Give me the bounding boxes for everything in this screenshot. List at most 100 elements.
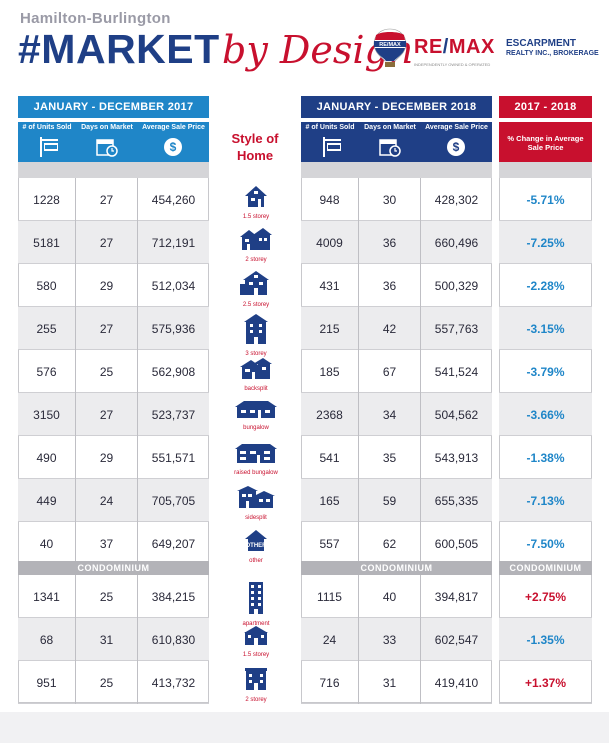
style-of-home-cell: 2 storey: [225, 227, 287, 263]
units-sold-2017: 40: [18, 522, 76, 565]
style-of-home-cell: 3 storey: [225, 313, 287, 357]
condominium-band-2018: CONDOMINIUM: [301, 561, 492, 575]
days-on-market-2017: 25: [76, 575, 138, 618]
style-label: bungalow: [243, 425, 269, 431]
pct-change: +2.75%: [524, 589, 567, 604]
row-background: [301, 221, 492, 264]
pct-change: -3.15%: [526, 321, 565, 336]
days-on-market-2018: 35: [359, 436, 421, 479]
style-of-home-cell: OTHER other: [225, 528, 287, 564]
apartment-icon: [246, 581, 266, 620]
row-background: [18, 436, 209, 479]
style-of-home-cell: backsplit: [225, 356, 287, 392]
units-sold-2018: 541: [301, 436, 359, 479]
avg-price-2018: 543,913: [434, 450, 479, 465]
units-sold-2017: 951: [18, 661, 76, 704]
days-on-market-2017: 29: [76, 264, 138, 307]
house-2-storey-icon: [239, 227, 273, 256]
units-sold-2018: 431: [301, 264, 359, 307]
days-on-market-2017: 25: [76, 350, 138, 393]
table-2018-outline: [301, 178, 492, 703]
row-background: [499, 661, 592, 704]
style-of-home-header: Style of Home: [231, 131, 279, 163]
remax-slash: /: [442, 36, 449, 58]
units-sold-2018: 948: [301, 178, 359, 221]
avg-price-2018: 541,524: [434, 364, 479, 379]
units-sold-header: # of Units Sold: [305, 124, 355, 131]
avg-price-2017: 512,034: [151, 278, 196, 293]
units-sold-2017: 255: [18, 307, 76, 350]
style-label: 2 storey: [245, 697, 267, 703]
pct-change-header: % Change in Average Sale Price: [507, 134, 584, 152]
style-label: 2.5 storey: [242, 302, 270, 308]
units-sold-2017: 1341: [18, 575, 76, 618]
avg-price-2017: 705,705: [151, 493, 196, 508]
remax-brand: RE/MAX: [414, 36, 495, 59]
period-2018-header: JANUARY - DECEMBER 2018: [301, 96, 492, 118]
units-sold-2017: 5181: [18, 221, 76, 264]
row-background: [499, 618, 592, 661]
avg-price-2018: 660,496: [434, 235, 479, 250]
days-on-market-2017: 37: [76, 522, 138, 565]
units-sold-2017: 1228: [18, 178, 76, 221]
remax-max: MAX: [448, 36, 495, 58]
columns-2018: # of Units Sold Days on Market Average S…: [301, 122, 492, 162]
pct-change: -1.35%: [526, 632, 565, 647]
avg-price-2018: 419,410: [434, 675, 479, 690]
days-on-market-2017: 27: [76, 178, 138, 221]
bungalow-icon: [234, 399, 278, 424]
row-background: [499, 575, 592, 618]
days-on-market-2017: 27: [76, 307, 138, 350]
avg-price-2017: 712,191: [151, 235, 196, 250]
escarpment-label: ESCARPMENT: [506, 38, 577, 49]
days-on-market-header: Days on Market: [364, 124, 416, 131]
row-background: [18, 307, 209, 350]
house-3-storey-icon: [242, 313, 270, 350]
row-background: [18, 575, 209, 618]
days-on-market-2017: 27: [76, 221, 138, 264]
row-background: [301, 661, 492, 704]
style-of-home-cell: raised bungalow: [225, 442, 287, 476]
raised-bungalow-icon: [234, 442, 278, 469]
spacer-change: [499, 162, 592, 178]
units-sold-2017: 68: [18, 618, 76, 661]
days-on-market-2018: 36: [359, 221, 421, 264]
condo-1-5-storey-icon: [242, 624, 270, 651]
calendar-icon: [96, 137, 118, 162]
units-sold-header: # of Units Sold: [22, 124, 72, 131]
units-sold-2018: 557: [301, 522, 359, 565]
avg-price-2017: 413,732: [151, 675, 196, 690]
row-background: [301, 618, 492, 661]
avg-price-2018: 428,302: [434, 192, 479, 207]
sold-sign-icon: [38, 137, 60, 162]
style-of-home-cell: 1.5 storey: [225, 624, 287, 658]
row-background: [301, 479, 492, 522]
style-label: sidesplit: [245, 515, 267, 521]
avg-price-2018: 600,505: [434, 536, 479, 551]
pct-change: -1.38%: [526, 450, 565, 465]
avg-price-2017: 575,936: [151, 321, 196, 336]
row-background: [18, 350, 209, 393]
days-on-market-2018: 34: [359, 393, 421, 436]
house-2-5-storey-icon: [239, 270, 273, 301]
row-background: [499, 221, 592, 264]
remax-balloon-logo: RE/MAX: [372, 28, 408, 73]
units-sold-2018: 1115: [301, 575, 359, 618]
svg-text:$: $: [453, 140, 460, 154]
remax-re: RE: [414, 36, 443, 58]
avg-price-2018: 394,817: [434, 589, 479, 604]
avg-price-2017: 551,571: [151, 450, 196, 465]
row-background: [301, 436, 492, 479]
row-background: [499, 264, 592, 307]
brokerage-label: REALTY INC., BROKERAGE: [506, 50, 599, 57]
row-background: [18, 178, 209, 221]
row-background: [301, 393, 492, 436]
style-of-home-cell: 1.5 storey: [225, 184, 287, 220]
row-background: [301, 350, 492, 393]
row-background: [499, 479, 592, 522]
days-on-market-2018: 31: [359, 661, 421, 704]
dollar-icon: $: [446, 137, 466, 162]
row-background: [301, 178, 492, 221]
units-sold-2018: 185: [301, 350, 359, 393]
condominium-band-change: CONDOMINIUM: [499, 561, 592, 575]
